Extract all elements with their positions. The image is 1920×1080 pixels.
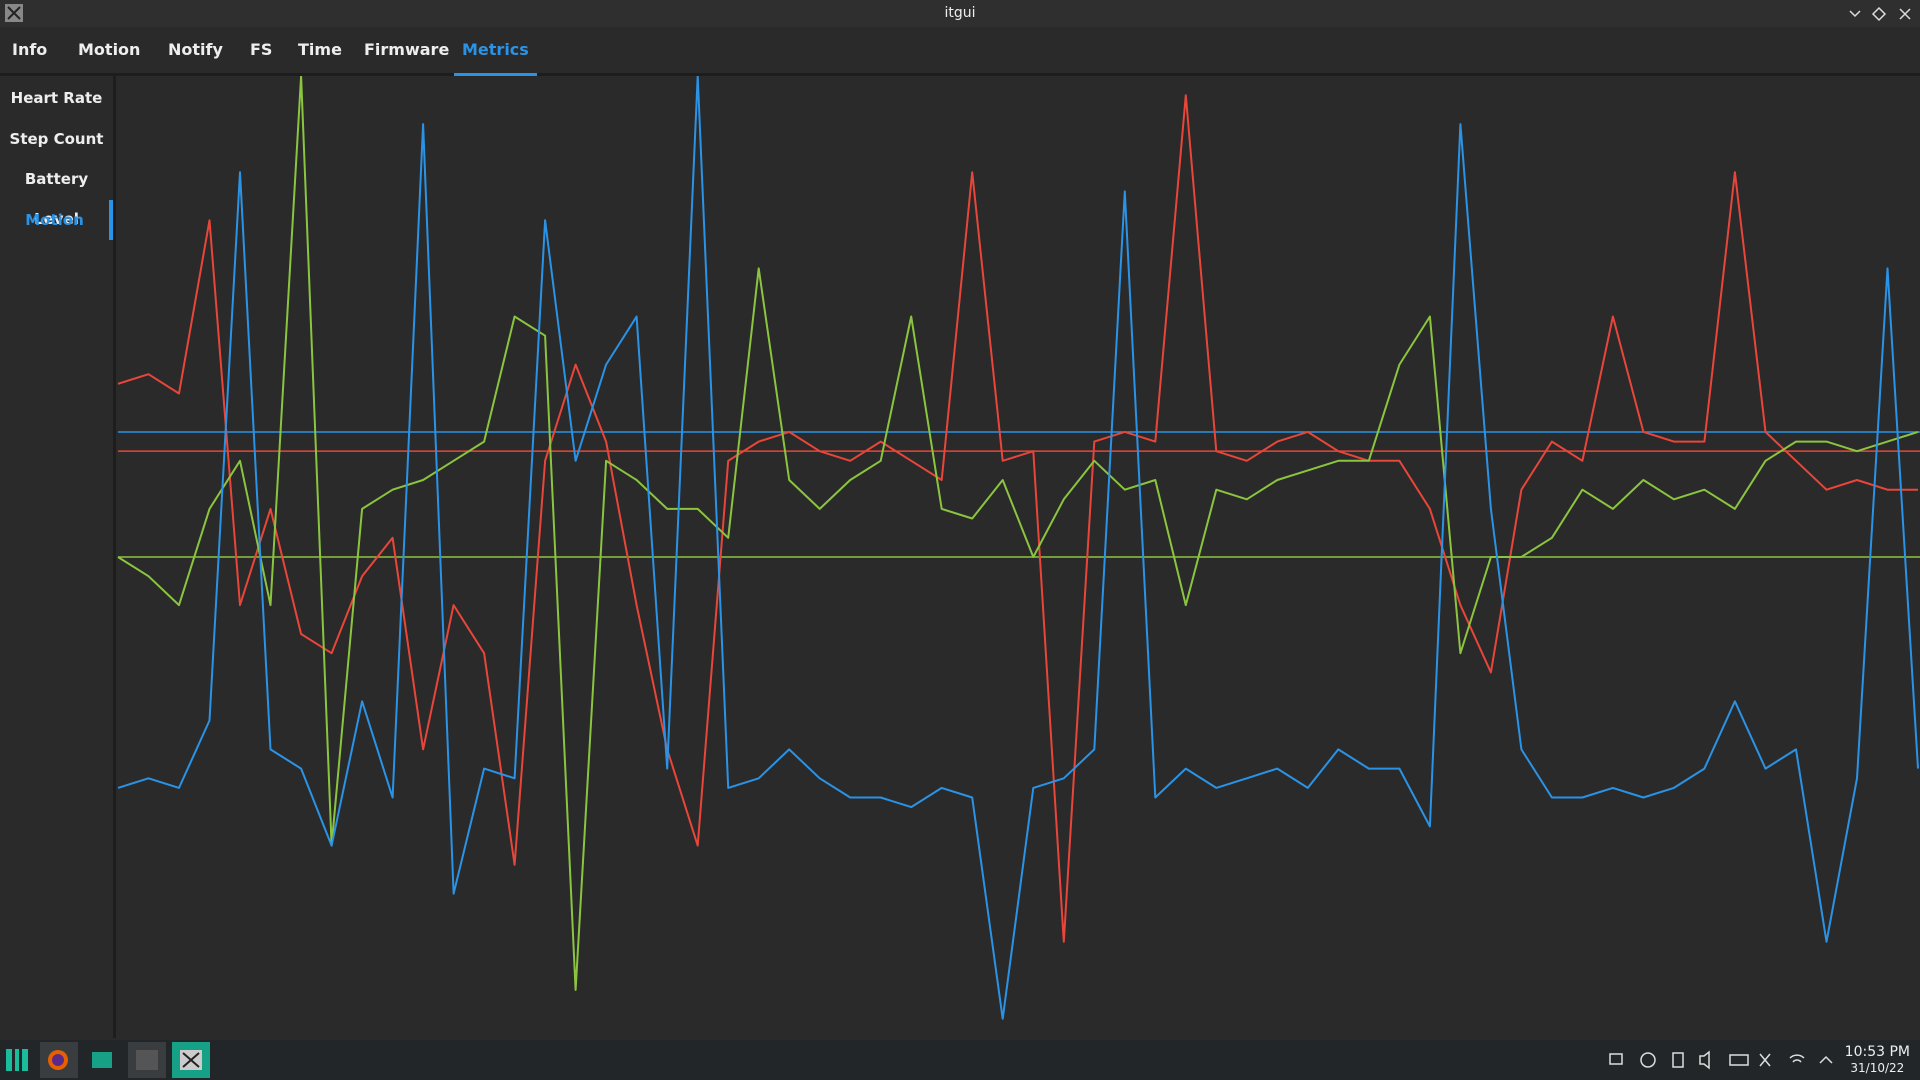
series-line (117, 76, 1919, 1020)
sidebar-item[interactable]: Heart Rate (10, 89, 103, 107)
window-controls[interactable] (1845, 4, 1915, 24)
tab[interactable]: Motion (78, 40, 141, 59)
window-title: itgui (944, 5, 976, 21)
tab[interactable]: Firmware (364, 40, 450, 59)
tab[interactable]: Info (12, 40, 48, 59)
clock: 10:53 PM 31/10/22 (1845, 1044, 1910, 1076)
tab[interactable]: Time (298, 40, 342, 59)
clock-date: 31/10/22 (1850, 1061, 1905, 1075)
series-line (117, 94, 1918, 943)
title-bar: itgui (0, 0, 1920, 27)
sidebar: Heart Rate Step Count Battery Level Motion (0, 76, 116, 1038)
series-line (117, 76, 1919, 991)
sidebar-item[interactable]: Battery Level (24, 170, 89, 228)
system-tray[interactable] (1600, 1040, 1840, 1080)
sidebar-item[interactable]: Motion (0, 199, 113, 240)
taskbar: 10:53 PM 31/10/22 (0, 1040, 1920, 1080)
taskbar-apps[interactable] (0, 1040, 240, 1080)
tab[interactable]: Notify (168, 40, 223, 59)
sidebar-item[interactable]: Step Count (9, 129, 104, 148)
clock-time: 10:53 PM (1844, 1044, 1910, 1060)
tab[interactable]: Metrics (454, 27, 537, 76)
tab-bar: Info Motion Notify FS Time Firmware Metrics (0, 27, 1920, 76)
motion-chart (117, 76, 1920, 1020)
tab[interactable]: FS (250, 40, 273, 59)
app-icon (5, 4, 23, 22)
